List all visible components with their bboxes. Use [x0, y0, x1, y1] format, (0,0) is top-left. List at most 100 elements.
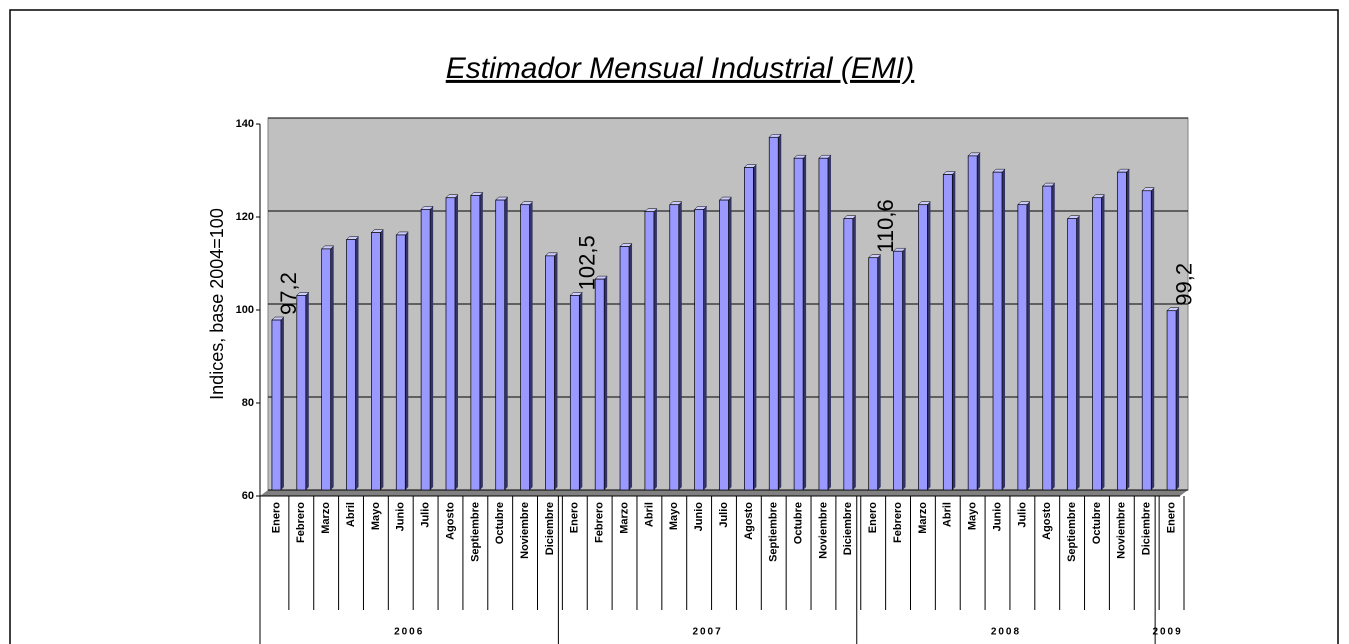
y-tick-label: 80 — [242, 397, 254, 409]
bar — [470, 195, 481, 491]
bar-side — [380, 229, 384, 490]
bar-side — [579, 292, 583, 490]
y-tick-label: 100 — [236, 304, 254, 316]
x-tick-label: Febrero — [892, 502, 904, 543]
bar-side — [405, 231, 409, 491]
bar-side — [355, 236, 359, 490]
x-tick-label: Noviembre — [817, 502, 829, 559]
bar-side — [305, 292, 309, 490]
bar-side — [504, 197, 508, 491]
x-tick-label: Diciembre — [544, 502, 556, 555]
bar — [395, 234, 406, 491]
y-tick-label: 120 — [236, 211, 254, 223]
bar — [793, 157, 804, 491]
x-tick-label: Julio — [718, 502, 730, 528]
group-label: 2008 — [991, 627, 1021, 638]
bar — [768, 136, 779, 491]
x-tick-label: Junio — [991, 502, 1003, 532]
x-tick-label: Enero — [569, 502, 581, 533]
floor — [260, 490, 1188, 496]
bar — [818, 157, 829, 491]
x-tick-label: Enero — [867, 502, 879, 533]
bar-side — [803, 155, 807, 490]
bar-side — [604, 276, 608, 490]
x-tick-label: Enero — [1165, 502, 1177, 533]
bar — [719, 199, 729, 491]
x-tick-label: Noviembre — [1116, 502, 1128, 559]
bar — [669, 204, 680, 491]
bar — [1116, 171, 1127, 491]
x-tick-label: Marzo — [917, 502, 929, 534]
bar-side — [1126, 169, 1130, 490]
bar-side — [902, 248, 906, 490]
group-label: 2009 — [1152, 627, 1182, 638]
bar — [545, 255, 555, 491]
bar — [296, 295, 307, 491]
bar-side — [753, 164, 757, 490]
bar-side — [678, 201, 682, 490]
bar-side — [728, 197, 732, 491]
bar-side — [1002, 169, 1006, 490]
bar-side — [653, 208, 657, 491]
bar-side — [877, 254, 881, 490]
bar-side — [1176, 307, 1180, 490]
bar — [1141, 190, 1152, 491]
bar — [694, 209, 704, 491]
bar — [619, 246, 630, 491]
bar-side — [977, 152, 981, 490]
y-tick-label: 60 — [242, 490, 254, 502]
bar — [495, 199, 506, 491]
x-tick-label: Octubre — [1091, 502, 1103, 544]
bar — [346, 239, 356, 491]
chart-title: Estimador Mensual Industrial (EMI) — [446, 52, 915, 85]
bar-side — [454, 194, 458, 490]
x-tick-label: Agosto — [1041, 502, 1053, 540]
x-tick-label: Junio — [693, 502, 705, 532]
bar — [644, 211, 655, 491]
x-tick-label: Septiembre — [768, 502, 780, 562]
bar-side — [554, 252, 558, 490]
x-tick-label: Octubre — [494, 502, 506, 544]
y-axis-label: Indices, base 2004=100 — [207, 208, 227, 400]
x-tick-label: Mayo — [370, 502, 382, 530]
bar-side — [778, 134, 782, 490]
bar-side — [629, 243, 633, 490]
x-tick-label: Enero — [270, 502, 282, 533]
bar-side — [1151, 187, 1155, 490]
bar — [371, 232, 381, 491]
x-tick-label: Marzo — [618, 502, 630, 534]
bar-side — [529, 201, 533, 490]
x-tick-label: Febrero — [594, 502, 606, 543]
bar-side — [280, 317, 284, 490]
x-tick-label: Febrero — [295, 502, 307, 543]
bar-side — [1076, 215, 1080, 490]
x-tick-label: Abril — [942, 502, 954, 527]
y-tick-label: 140 — [236, 118, 254, 130]
x-tick-label: Mayo — [668, 502, 680, 530]
x-tick-label: Mayo — [967, 502, 979, 530]
bar — [594, 278, 605, 491]
x-tick-label: Julio — [1016, 502, 1028, 528]
bar — [868, 257, 879, 491]
x-tick-label: Diciembre — [1141, 502, 1153, 555]
x-tick-label: Septiembre — [469, 502, 481, 562]
data-label: 110,6 — [873, 199, 898, 252]
bar — [744, 167, 754, 491]
bar — [1042, 185, 1053, 491]
bar — [445, 197, 456, 491]
x-tick-label: Junio — [395, 502, 407, 532]
bar-side — [827, 155, 831, 490]
bar — [321, 248, 332, 491]
bar-side — [703, 206, 707, 490]
bar — [967, 155, 978, 491]
group-label: 2006 — [394, 627, 424, 638]
x-tick-label: Diciembre — [842, 502, 854, 555]
data-label: 99,2 — [1171, 263, 1196, 306]
bar-side — [479, 192, 483, 490]
bar-side — [430, 206, 434, 490]
bar-side — [927, 201, 931, 490]
x-tick-label: Septiembre — [1066, 502, 1078, 562]
bar-side — [1051, 183, 1055, 490]
bar — [271, 319, 282, 491]
